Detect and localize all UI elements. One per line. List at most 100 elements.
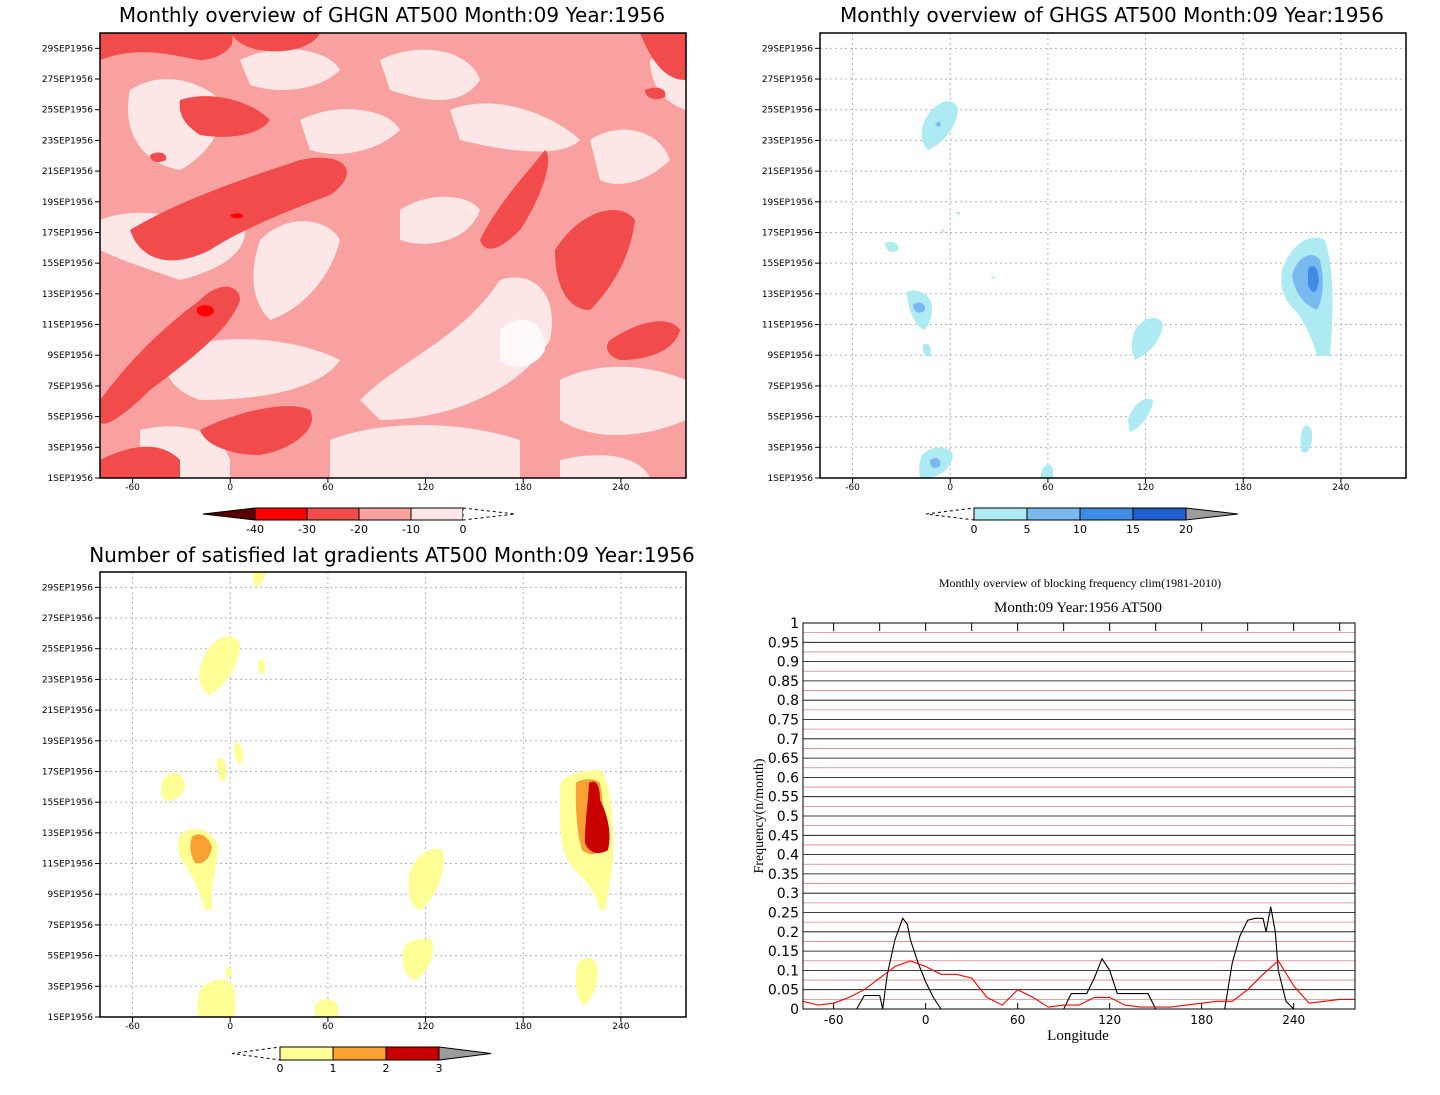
ghgn-title: Monthly overview of GHGN AT500 Month:09 … bbox=[119, 3, 665, 27]
y-tick-label: 0.85 bbox=[768, 674, 799, 690]
date-tick-label: 1SEP1956 bbox=[48, 474, 94, 484]
lon-tick-label: 120 bbox=[417, 483, 434, 493]
date-tick-label: 7SEP1956 bbox=[768, 382, 814, 392]
date-tick-label: 1SEP1956 bbox=[48, 1013, 94, 1023]
gradients-x-axis: -60 0 60 120 180 240 bbox=[125, 1017, 630, 1032]
x-tick-label: 180 bbox=[1190, 1013, 1213, 1027]
date-tick-label: 21SEP1956 bbox=[762, 167, 813, 177]
date-tick-label: 7SEP1956 bbox=[48, 382, 94, 392]
colorbar-segment bbox=[385, 1046, 440, 1061]
lon-tick-label: 60 bbox=[322, 1022, 334, 1032]
colorbar-segment bbox=[306, 507, 360, 521]
date-tick-label: 19SEP1956 bbox=[42, 737, 93, 747]
frequency-y-axis: 1 0.95 0.9 0.85 0.8 0.75 0.7 0.65 0.6 0.55 0.5 0.45… bbox=[768, 616, 799, 1018]
x-tick-label: -60 bbox=[824, 1013, 844, 1027]
y-tick-label: 0.65 bbox=[768, 751, 799, 767]
ghgn-frame bbox=[99, 32, 687, 479]
date-tick-label: 29SEP1956 bbox=[42, 583, 93, 593]
colorbar-segment bbox=[358, 507, 412, 521]
y-tick-label: 0.45 bbox=[768, 828, 799, 844]
ghgs-frame bbox=[819, 32, 1407, 479]
date-tick-label: 15SEP1956 bbox=[42, 259, 93, 269]
colorbar-label: 0 bbox=[460, 523, 467, 536]
ghgn-x-axis: -60 0 60 120 180 240 bbox=[125, 478, 630, 493]
date-tick-label: 17SEP1956 bbox=[762, 228, 813, 238]
y-tick-label: 0.3 bbox=[777, 886, 799, 902]
date-tick-label: 11SEP1956 bbox=[762, 321, 813, 331]
y-tick-label: 0.5 bbox=[777, 809, 799, 825]
date-tick-label: 15SEP1956 bbox=[762, 259, 813, 269]
colorbar-segment bbox=[279, 1046, 334, 1061]
date-tick-label: 27SEP1956 bbox=[42, 75, 93, 85]
date-tick-label: 29SEP1956 bbox=[42, 44, 93, 54]
date-tick-label: 27SEP1956 bbox=[42, 614, 93, 624]
colorbar-label: -30 bbox=[298, 523, 316, 536]
gradients-colorbar: 0 1 2 3 bbox=[231, 1046, 492, 1075]
y-tick-label: 0.1 bbox=[777, 963, 799, 979]
date-tick-label: 23SEP1956 bbox=[42, 675, 93, 685]
colorbar-label: 3 bbox=[436, 1062, 443, 1075]
colorbar-extend-low bbox=[925, 507, 975, 521]
y-tick-label: 0.4 bbox=[777, 848, 799, 864]
frequency-series bbox=[802, 906, 1355, 1010]
date-tick-label: 21SEP1956 bbox=[42, 706, 93, 716]
date-tick-label: 1SEP1956 bbox=[768, 474, 814, 484]
ghgs-chart: Monthly overview of GHGS AT500 Month:09 … bbox=[762, 3, 1407, 536]
colorbar-label: -20 bbox=[350, 523, 368, 536]
colorbar-segment bbox=[973, 507, 1028, 521]
lon-tick-label: 240 bbox=[612, 1022, 629, 1032]
colorbar-label: 0 bbox=[277, 1062, 284, 1075]
colorbar-label: -10 bbox=[402, 523, 420, 536]
ghgn-y-axis: 29SEP1956 27SEP1956 25SEP1956 23SEP1956 21SE… bbox=[42, 44, 100, 484]
date-tick-label: 25SEP1956 bbox=[42, 645, 93, 655]
colorbar-extend-high bbox=[1185, 507, 1239, 521]
colorbar-segment bbox=[1026, 507, 1081, 521]
gradients-y-axis: 29SEP1956 27SEP1956 25SEP1956 23SEP1956 21SE… bbox=[42, 583, 100, 1023]
date-tick-label: 3SEP1956 bbox=[48, 982, 94, 992]
date-tick-label: 13SEP1956 bbox=[762, 290, 813, 300]
lon-tick-label: 120 bbox=[1137, 483, 1154, 493]
x-tick-label: 60 bbox=[1010, 1013, 1025, 1027]
y-tick-label: 0.15 bbox=[768, 944, 799, 960]
x-tick-label: 0 bbox=[922, 1013, 930, 1027]
colorbar-extend-high bbox=[438, 1046, 492, 1061]
panel-ghgn: Monthly overview of GHGN AT500 Month:09 … bbox=[0, 0, 720, 545]
date-tick-label: 7SEP1956 bbox=[48, 921, 94, 931]
ghgs-colorbar: 0 5 10 15 20 bbox=[925, 507, 1239, 536]
y-tick-label: 0.75 bbox=[768, 713, 799, 729]
x-tick-label: 120 bbox=[1098, 1013, 1121, 1027]
lon-tick-label: -60 bbox=[125, 1022, 140, 1032]
date-tick-label: 9SEP1956 bbox=[48, 890, 94, 900]
y-tick-label: 0 bbox=[790, 1002, 799, 1018]
y-tick-label: 1 bbox=[790, 616, 799, 632]
date-tick-label: 13SEP1956 bbox=[42, 290, 93, 300]
ghgn-field bbox=[100, 33, 686, 478]
date-tick-label: 17SEP1956 bbox=[42, 228, 93, 238]
lon-tick-label: 240 bbox=[612, 483, 629, 493]
y-tick-label: 0.7 bbox=[777, 732, 799, 748]
colorbar-label: -40 bbox=[246, 523, 264, 536]
colorbar-label: 10 bbox=[1073, 523, 1087, 536]
gradients-frame bbox=[99, 571, 687, 1018]
date-tick-label: 23SEP1956 bbox=[42, 136, 93, 146]
lon-tick-label: 240 bbox=[1332, 483, 1349, 493]
date-tick-label: 5SEP1956 bbox=[768, 413, 814, 423]
colorbar-label: 0 bbox=[971, 523, 978, 536]
frequency-subtitle: Month:09 Year:1956 AT500 bbox=[994, 600, 1162, 616]
y-tick-label: 0.35 bbox=[768, 867, 799, 883]
colorbar-segment bbox=[1079, 507, 1134, 521]
lon-tick-label: 180 bbox=[515, 483, 532, 493]
date-tick-label: 15SEP1956 bbox=[42, 798, 93, 808]
colorbar-extend-high bbox=[462, 507, 516, 521]
lon-tick-label: 180 bbox=[1235, 483, 1252, 493]
date-tick-label: 11SEP1956 bbox=[42, 860, 93, 870]
lon-tick-label: 120 bbox=[417, 1022, 434, 1032]
colorbar-segment bbox=[254, 507, 308, 521]
gradients-title: Number of satisfied lat gradients AT500 … bbox=[89, 545, 695, 567]
colorbar-segment bbox=[410, 507, 464, 521]
frequency-gridlines bbox=[803, 622, 1355, 1010]
ghgs-title: Monthly overview of GHGS AT500 Month:09 … bbox=[840, 3, 1384, 27]
date-tick-label: 3SEP1956 bbox=[768, 443, 814, 453]
y-tick-label: 0.95 bbox=[768, 635, 799, 651]
ghgs-field bbox=[820, 33, 1406, 478]
